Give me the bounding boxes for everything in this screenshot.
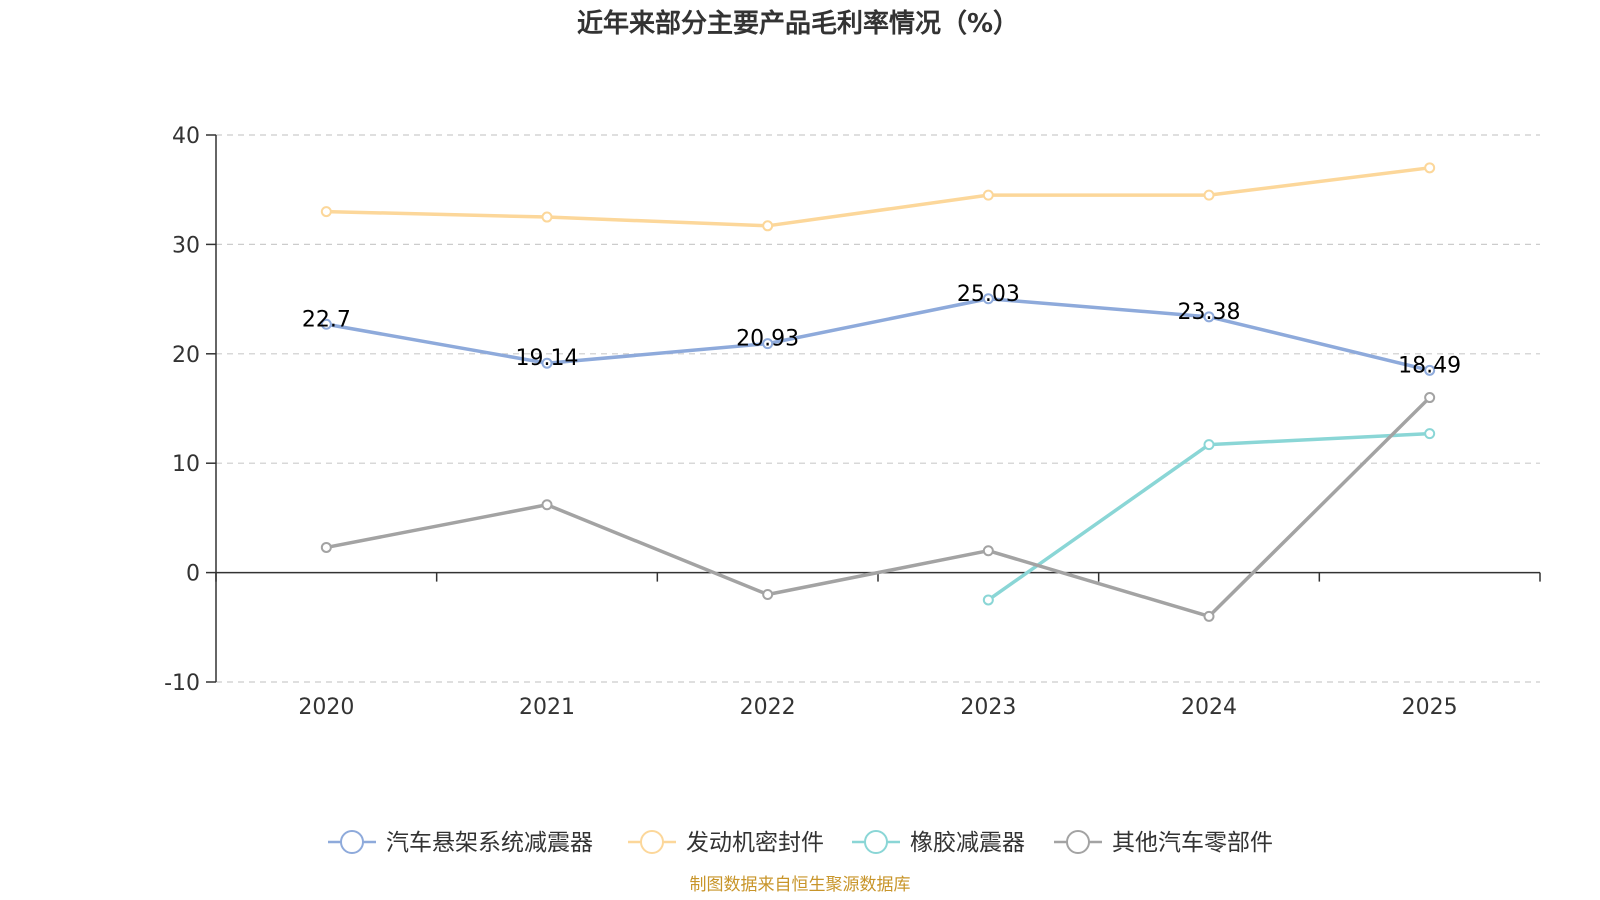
x-tick-label: 2021	[519, 695, 575, 720]
data-label: 25.03	[957, 282, 1020, 307]
data-point	[1203, 311, 1215, 323]
grid-lines	[216, 134, 1540, 683]
data-point	[1424, 364, 1436, 376]
legend-marker	[864, 830, 888, 854]
source-note: 制图数据来自恒生聚源数据库	[690, 875, 911, 895]
data-label: 20.93	[736, 327, 799, 352]
data-point	[541, 499, 553, 511]
series-line	[326, 166, 1430, 228]
x-tick-label: 2025	[1402, 695, 1458, 720]
x-axis-ticks: 2020 2021 2022 2023 2024 2025	[215, 572, 1541, 720]
legend-item: 其他汽车零部件	[1054, 830, 1273, 856]
legend-marker	[640, 830, 664, 854]
data-label: 23.38	[1178, 300, 1241, 325]
legend-label: 发动机密封件	[686, 830, 824, 856]
y-tick-label: 0	[186, 562, 200, 587]
x-tick-label: 2022	[740, 695, 796, 720]
legend: 汽车悬架系统减震器 发动机密封件 橡胶减震器 其他汽车零部件	[328, 830, 1273, 856]
series-3	[982, 428, 1436, 606]
legend-marker	[1066, 830, 1090, 854]
data-point	[541, 357, 553, 369]
data-point	[982, 189, 994, 201]
series-layer	[320, 162, 1436, 622]
chart-title: 近年来部分主要产品毛利率情况（%）	[577, 8, 1019, 39]
data-label: 22.7	[302, 307, 351, 332]
legend-label: 其他汽车零部件	[1112, 830, 1273, 856]
y-tick-label: 20	[172, 343, 200, 368]
series-line	[326, 297, 1431, 373]
data-point	[982, 545, 994, 557]
legend-item: 橡胶减震器	[852, 830, 1025, 856]
y-tick-label: 40	[172, 124, 200, 149]
legend-item: 汽车悬架系统减震器	[328, 830, 593, 856]
series-line	[326, 396, 1431, 619]
data-point	[1424, 392, 1436, 404]
data-point	[982, 594, 994, 606]
legend-label: 汽车悬架系统减震器	[386, 830, 593, 856]
data-point	[1424, 162, 1436, 174]
data-point	[1203, 439, 1215, 451]
data-point	[1203, 610, 1215, 622]
data-label: 19.14	[516, 346, 579, 371]
data-labels: 22.7 19.14 20.93 25.03 23.38 18.49	[302, 282, 1461, 379]
y-tick-label: 30	[172, 233, 200, 258]
data-point	[320, 206, 332, 218]
x-tick-label: 2020	[298, 695, 354, 720]
data-point	[762, 220, 774, 232]
series-4	[320, 392, 1436, 622]
data-point	[320, 541, 332, 553]
series-1	[320, 293, 1436, 376]
legend-label: 橡胶减震器	[910, 830, 1025, 856]
data-point	[1424, 428, 1436, 440]
data-point	[320, 318, 332, 330]
series-2	[320, 162, 1436, 232]
data-label: 18.49	[1398, 353, 1461, 378]
x-tick-label: 2023	[960, 695, 1016, 720]
series-line	[987, 431, 1430, 602]
x-tick-label: 2024	[1181, 695, 1237, 720]
y-axis-ticks: 40 30 20 10 0 -10	[164, 124, 216, 696]
y-tick-label: 10	[172, 452, 200, 477]
legend-marker	[340, 830, 364, 854]
data-point	[762, 588, 774, 600]
data-point	[1203, 189, 1215, 201]
data-point	[762, 338, 774, 350]
legend-item: 发动机密封件	[628, 830, 824, 856]
y-tick-label: -10	[164, 671, 200, 696]
data-point	[982, 293, 994, 305]
data-point	[541, 211, 553, 223]
axes	[215, 135, 1540, 682]
